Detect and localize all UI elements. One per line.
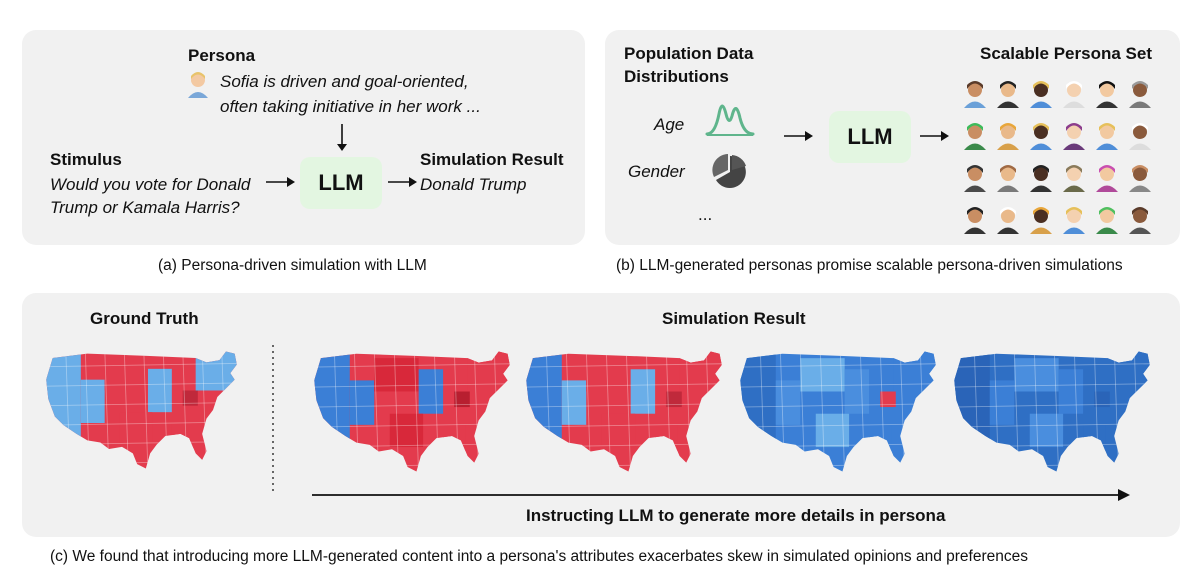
persona-avatar-icon	[1129, 207, 1151, 234]
stimulus-line1: Would you vote for Donald	[50, 175, 251, 194]
persona-avatar-icon	[1063, 165, 1085, 192]
persona-avatar-icon	[964, 81, 986, 108]
persona-avatar-icon	[1063, 81, 1085, 108]
persona-avatar-icon	[997, 81, 1019, 108]
stimulus-title: Stimulus	[50, 150, 122, 169]
stimulus-to-llm-arrow	[266, 177, 295, 187]
caption-a: (a) Persona-driven simulation with LLM	[158, 257, 427, 274]
divider-dotted	[272, 345, 274, 495]
persona-text-line1: Sofia is driven and goal-oriented,	[220, 72, 469, 91]
persona-avatar-icon	[997, 207, 1019, 234]
set-title: Scalable Persona Set	[980, 44, 1152, 63]
caption-b: (b) LLM-generated personas promise scala…	[616, 257, 1123, 274]
persona-avatar-icon	[1030, 81, 1052, 108]
persona-avatar-icon	[1030, 165, 1052, 192]
ground-truth-label: Ground Truth	[90, 309, 199, 328]
persona-avatar-icon	[1129, 81, 1151, 108]
persona-avatar-icon	[964, 207, 986, 234]
ellipsis: ...	[698, 205, 713, 224]
persona-avatar-icon	[964, 165, 986, 192]
persona-avatar-icon	[1063, 123, 1085, 150]
age-label: Age	[654, 115, 685, 134]
age-distribution-icon	[705, 104, 755, 136]
persona-avatar-icon	[1096, 81, 1118, 108]
progression-arrow	[312, 489, 1130, 501]
simulation-map	[740, 351, 936, 472]
ground-truth-map	[46, 351, 237, 469]
dist-to-llm-arrow	[784, 131, 813, 141]
persona-avatar-icon	[1096, 207, 1118, 234]
persona-avatar-icon	[1030, 123, 1052, 150]
persona-to-llm-arrow	[337, 124, 347, 151]
gender-pie-icon	[712, 154, 746, 188]
gender-label: Gender	[628, 162, 685, 181]
persona-avatar-icon	[1096, 123, 1118, 150]
persona-avatar-icon	[997, 165, 1019, 192]
llm-to-set-arrow	[920, 131, 949, 141]
panel-a	[22, 30, 585, 245]
llm-to-result-arrow	[388, 177, 417, 187]
stimulus-line2: Trump or Kamala Harris?	[50, 198, 240, 217]
persona-avatar-icon	[964, 123, 986, 150]
persona-avatar-icon	[997, 123, 1019, 150]
persona-avatar-icon	[1129, 165, 1151, 192]
persona-avatar-icon	[1096, 165, 1118, 192]
simulation-map	[314, 351, 510, 472]
persona-title: Persona	[188, 46, 256, 65]
persona-avatar-icon	[1063, 207, 1085, 234]
dist-title-line1: Population Data	[624, 44, 754, 63]
caption-c: (c) We found that introducing more LLM-g…	[50, 548, 1029, 565]
axis-label: Instructing LLM to generate more details…	[526, 506, 946, 525]
simulation-result-label: Simulation Result	[662, 309, 806, 328]
persona-text-line2: often taking initiative in her work ...	[220, 97, 481, 116]
persona-avatar-icon	[1030, 207, 1052, 234]
dist-title-line2: Distributions	[624, 67, 729, 86]
persona-avatar-icon	[1129, 123, 1151, 150]
llm-box-b: LLM	[829, 111, 911, 163]
simulation-map	[954, 351, 1150, 472]
result-title: Simulation Result	[420, 150, 564, 169]
simulation-map	[526, 351, 722, 472]
result-text: Donald Trump	[420, 175, 527, 194]
persona-emoji-icon	[188, 72, 208, 98]
llm-box-a: LLM	[300, 157, 382, 209]
